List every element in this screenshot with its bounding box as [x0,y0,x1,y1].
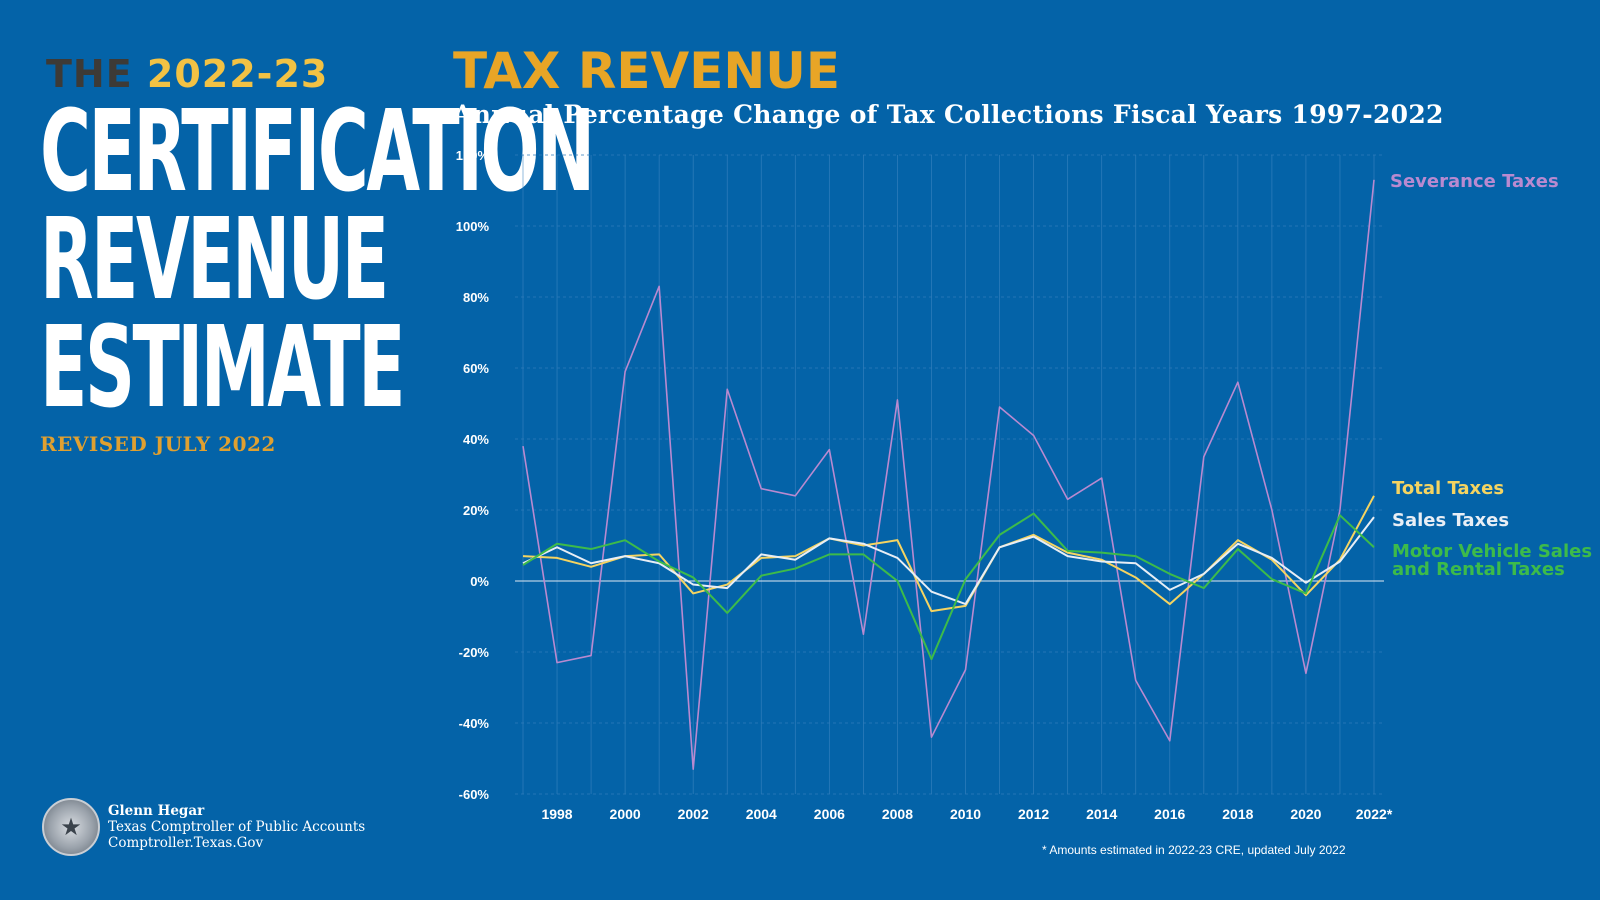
edition-years: 2022-23 [146,52,329,96]
y-tick-label: 40% [463,432,489,447]
x-tick-label: 2006 [814,806,845,822]
y-tick-label: -60% [459,787,490,802]
x-tick-label: 1998 [541,806,572,822]
series-label-line: Total Taxes [1392,478,1504,499]
y-tick-label: 20% [463,503,489,518]
series-label-sales: Sales Taxes [1392,510,1509,531]
chart-title: TAX REVENUE [453,42,840,100]
y-tick-label: -20% [459,645,490,660]
revised-date: REVISED JULY 2022 [40,432,276,456]
series-label-severance: Severance Taxes [1390,171,1559,192]
series-line-severance [522,179,1375,770]
series-label-line: Severance Taxes [1390,171,1559,192]
y-tick-label: 0% [470,574,489,589]
x-tick-label: 2004 [746,806,777,822]
star-seal-icon: ★ [42,798,100,856]
edition-heading: THE 2022-23 [46,50,410,98]
x-tick-label: 2014 [1086,806,1117,822]
author-site: Comptroller.Texas.Gov [108,835,264,851]
x-tick-label: 2002 [678,806,709,822]
x-tick-label: 2012 [1018,806,1049,822]
series-line-motor [522,512,1375,661]
comptroller-info: Glenn Hegar Texas Comptroller of Public … [108,803,365,851]
series-label-line: Sales Taxes [1392,510,1509,531]
series-line-sales [522,516,1375,606]
y-tick-label: 80% [463,290,489,305]
x-tick-label: 2008 [882,806,913,822]
footnote: * Amounts estimated in 2022-23 CRE, upda… [1042,843,1346,857]
x-tick-label: 2016 [1154,806,1185,822]
comptroller-footer: ★ Glenn Hegar Texas Comptroller of Publi… [42,798,365,856]
author-title: Texas Comptroller of Public Accounts [108,819,366,835]
y-tick-label: 100% [456,219,490,234]
x-tick-label: 2022* [1356,806,1393,822]
series-label-line: and Rental Taxes [1392,559,1565,580]
x-tick-label: 2010 [950,806,981,822]
y-tick-label: -40% [459,716,490,731]
series-line-total [522,495,1375,613]
series-label-motor: Motor Vehicle Sales and Rental Taxes [1392,541,1592,580]
chart-subtitle: Annual Percentage Change of Tax Collecti… [453,100,1444,129]
series-label-total: Total Taxes [1392,478,1504,499]
x-tick-label: 2000 [610,806,641,822]
y-tick-label: 120% [456,148,490,163]
series-label-line: Motor Vehicle Sales [1392,541,1592,562]
y-tick-label: 60% [463,361,489,376]
author-name: Glenn Hegar [108,803,205,819]
x-tick-label: 2018 [1222,806,1253,822]
the-word: THE [46,52,133,96]
x-tick-label: 2020 [1290,806,1321,822]
